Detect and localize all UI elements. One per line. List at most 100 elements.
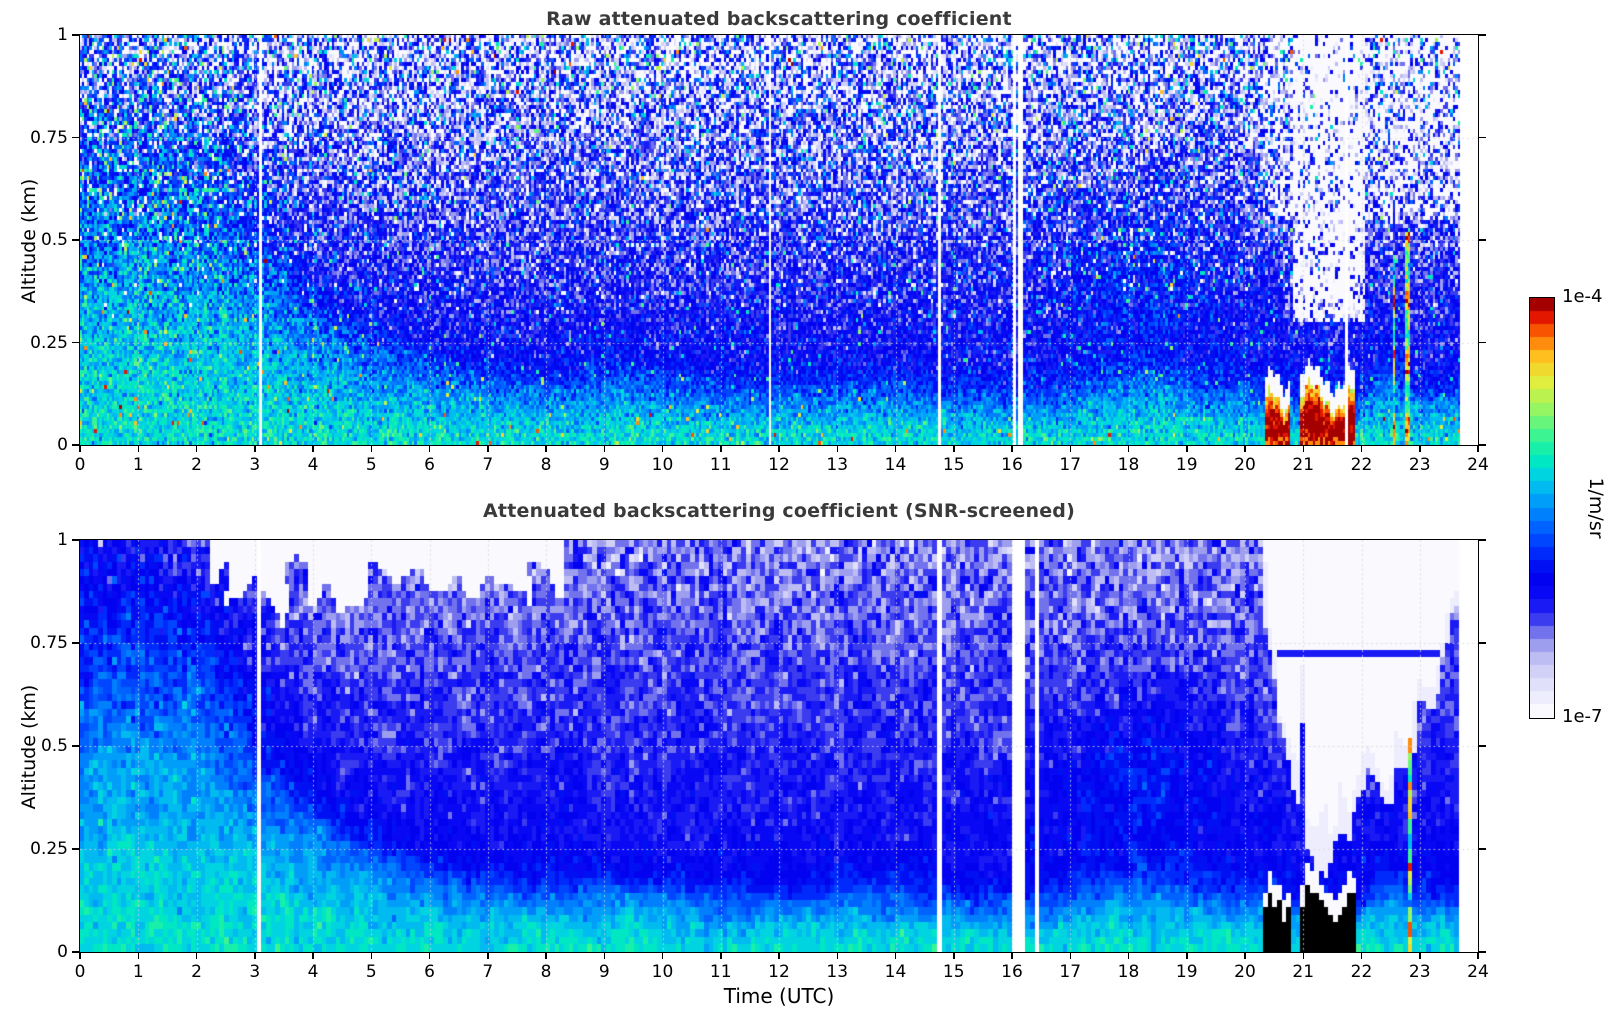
y-tick-mark	[72, 239, 79, 241]
x-tick-mark	[603, 445, 605, 452]
x-tick-label: 4	[307, 455, 319, 475]
x-tick-label: 5	[365, 962, 377, 982]
y-tick-mark	[72, 539, 79, 541]
x-tick-mark	[137, 445, 139, 452]
y-tick-mark-right	[1479, 136, 1486, 139]
y-tick-mark	[72, 341, 79, 344]
x-tick-mark	[1477, 952, 1479, 959]
x-tick-mark	[487, 952, 489, 959]
x-tick-mark	[1360, 952, 1363, 959]
y-tick-label: 0.25	[30, 332, 68, 353]
x-tick-mark	[1127, 445, 1130, 452]
x-tick-label: 6	[424, 962, 435, 982]
x-tick-mark	[79, 952, 81, 959]
x-tick-mark	[1244, 952, 1246, 959]
screened-backscatter-heatmap	[78, 538, 1479, 953]
x-tick-mark	[1477, 445, 1479, 452]
x-tick-label: 4	[307, 962, 319, 982]
x-tick-label: 24	[1467, 455, 1489, 475]
x-tick-mark	[953, 445, 955, 452]
x-tick-label: 10	[651, 455, 674, 475]
x-tick-mark	[894, 952, 897, 959]
x-tick-mark	[953, 952, 955, 959]
x-tick-mark	[1419, 952, 1421, 959]
x-tick-mark	[1419, 445, 1421, 452]
x-tick-label: 1	[132, 962, 144, 982]
y-tick-label: 0	[57, 435, 68, 455]
y-tick-mark	[72, 136, 79, 139]
x-tick-mark	[1360, 445, 1363, 452]
x-tick-label: 2	[191, 455, 202, 475]
x-tick-label: 16	[1001, 455, 1023, 475]
x-tick-label: 5	[365, 455, 377, 475]
x-tick-label: 12	[768, 455, 790, 475]
x-tick-label: 22	[1350, 962, 1373, 982]
x-tick-label: 0	[74, 962, 86, 982]
x-tick-mark	[312, 445, 314, 452]
x-tick-mark	[254, 445, 256, 452]
x-tick-mark	[778, 445, 780, 452]
x-tick-label: 18	[1117, 962, 1140, 982]
y-tick-mark	[72, 848, 79, 850]
x-tick-label: 3	[249, 455, 261, 475]
x-tick-label: 20	[1234, 962, 1256, 982]
y-tick-mark-right	[1479, 848, 1486, 850]
x-tick-label: 13	[826, 455, 849, 475]
x-tick-label: 24	[1467, 962, 1489, 982]
x-tick-label: 7	[482, 962, 494, 982]
x-tick-mark	[1186, 445, 1188, 452]
y-tick-label: 0.75	[30, 127, 68, 148]
y-tick-mark-right	[1479, 341, 1486, 344]
y-tick-mark-right	[1479, 539, 1486, 541]
y-tick-mark-right	[1479, 239, 1486, 241]
x-tick-mark	[1069, 445, 1071, 452]
x-tick-mark	[836, 445, 838, 452]
y-tick-label: 0.75	[30, 633, 68, 653]
x-tick-mark	[195, 445, 198, 452]
x-tick-label: 10	[651, 962, 674, 982]
y-tick-label: 0.5	[40, 736, 68, 756]
x-tick-mark	[370, 952, 372, 959]
y-tick-mark-right	[1479, 34, 1486, 36]
colorbar-max-label: 1e-4	[1562, 286, 1603, 307]
y-tick-label: 1	[57, 530, 68, 550]
x-tick-label: 14	[884, 962, 907, 982]
x-tick-mark	[778, 952, 780, 959]
y-tick-mark	[72, 642, 79, 644]
x-tick-mark	[545, 445, 547, 452]
y-tick-mark	[72, 951, 79, 953]
y-tick-label: 0.25	[30, 839, 68, 859]
x-tick-mark	[428, 445, 431, 452]
x-tick-mark	[370, 445, 372, 452]
x-tick-mark	[1011, 445, 1013, 452]
x-tick-label: 7	[482, 455, 494, 475]
x-tick-label: 21	[1292, 455, 1315, 475]
x-tick-label: 11	[709, 455, 732, 475]
x-tick-label: 15	[942, 962, 965, 982]
x-tick-mark	[836, 952, 838, 959]
x-tick-mark	[1011, 952, 1013, 959]
x-tick-label: 21	[1292, 962, 1315, 982]
x-tick-mark	[1127, 952, 1130, 959]
x-tick-label: 1	[132, 455, 144, 475]
x-tick-label: 23	[1408, 455, 1431, 475]
y-tick-label: 0.5	[40, 230, 68, 250]
x-tick-mark	[254, 952, 256, 959]
x-tick-mark	[487, 445, 489, 452]
x-tick-mark	[720, 952, 722, 959]
x-tick-label: 16	[1001, 962, 1023, 982]
x-tick-label: 3	[249, 962, 261, 982]
x-tick-mark	[79, 445, 81, 452]
x-tick-mark	[312, 952, 314, 959]
x-tick-label: 8	[540, 962, 552, 982]
x-tick-mark	[661, 952, 664, 959]
x-tick-mark	[1244, 445, 1246, 452]
x-tick-mark	[603, 952, 605, 959]
x-tick-label: 13	[826, 962, 849, 982]
raw-backscatter-heatmap	[78, 33, 1479, 446]
colorbar-unit-label: 1/m/sr	[1585, 477, 1607, 539]
y-tick-label: 0	[57, 942, 68, 962]
x-tick-label: 0	[74, 455, 86, 475]
x-tick-label: 17	[1059, 962, 1082, 982]
